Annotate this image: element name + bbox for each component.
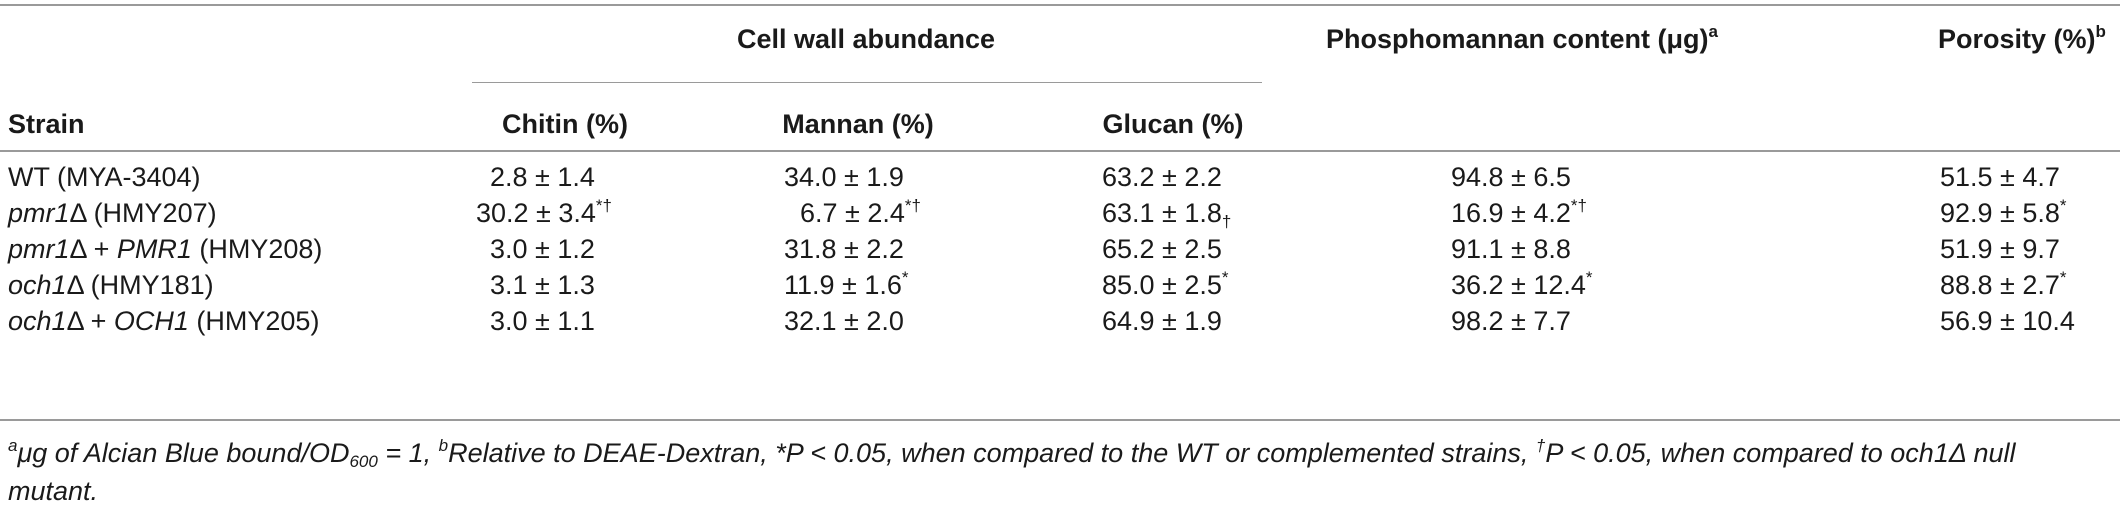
table-bottom-rule <box>0 419 2120 421</box>
header-mannan: Mannan (%) <box>782 109 934 139</box>
cell-wall-group-rule <box>472 82 1262 83</box>
header-chitin: Chitin (%) <box>502 109 628 139</box>
table-row-strain: pmr1Δ + PMR1 (HMY208) <box>8 234 323 264</box>
table-cell-porosity: 51.9 ± 9.7 <box>1940 234 2060 264</box>
table-cell-chitin: 3.1 ± 1.3 <box>490 270 595 300</box>
table-cell-glucan: 65.2 ± 2.5 <box>1102 234 1222 264</box>
table-cell-mannan: 31.8 ± 2.2 <box>784 234 904 264</box>
table-row-strain: WT (MYA-3404) <box>8 162 201 192</box>
header-cell-wall-abundance: Cell wall abundance <box>736 24 996 54</box>
table-cell-glucan: 63.1 ± 1.8† <box>1102 198 1232 231</box>
table-top-rule <box>0 4 2120 6</box>
table-cell-phosphomannan: 36.2 ± 12.4* <box>1451 268 1593 300</box>
table-cell-mannan: 32.1 ± 2.0 <box>784 306 904 336</box>
table-cell-porosity: 88.8 ± 2.7* <box>1940 268 2067 300</box>
table-cell-chitin: 2.8 ± 1.4 <box>490 162 595 192</box>
table-cell-mannan: 11.9 ± 1.6* <box>784 268 909 300</box>
table-cell-chitin: 3.0 ± 1.1 <box>490 306 595 336</box>
header-strain: Strain <box>8 109 85 139</box>
header-glucan: Glucan (%) <box>1102 109 1244 139</box>
table-cell-glucan: 64.9 ± 1.9 <box>1102 306 1222 336</box>
table-cell-phosphomannan: 98.2 ± 7.7 <box>1451 306 1571 336</box>
table-row-strain: och1Δ (HMY181) <box>8 270 214 300</box>
table-cell-phosphomannan: 16.9 ± 4.2*† <box>1451 196 1587 228</box>
table-cell-porosity: 56.9 ± 10.4 <box>1940 306 2075 336</box>
table-cell-mannan: 34.0 ± 1.9 <box>784 162 904 192</box>
table-row-strain: pmr1Δ (HMY207) <box>8 198 217 228</box>
table-cell-porosity: 51.5 ± 4.7 <box>1940 162 2060 192</box>
table-cell-glucan: 85.0 ± 2.5* <box>1102 268 1229 300</box>
table-cell-mannan: 6.7 ± 2.4*† <box>800 196 921 228</box>
table-cell-chitin: 3.0 ± 1.2 <box>490 234 595 264</box>
table-cell-chitin: 30.2 ± 3.4*† <box>476 196 612 228</box>
table-cell-glucan: 63.2 ± 2.2 <box>1102 162 1222 192</box>
table-footnote: aμg of Alcian Blue bound/OD600 = 1, bRel… <box>8 436 2016 506</box>
table-cell-phosphomannan: 94.8 ± 6.5 <box>1451 162 1571 192</box>
header-porosity: Porosity (%)b <box>1938 22 2106 54</box>
header-bottom-rule <box>0 150 2120 152</box>
header-phosphomannan: Phosphomannan content (μg)a <box>1326 22 1718 54</box>
table-cell-porosity: 92.9 ± 5.8* <box>1940 196 2067 228</box>
table-row-strain: och1Δ + OCH1 (HMY205) <box>8 306 320 336</box>
table-cell-phosphomannan: 91.1 ± 8.8 <box>1451 234 1571 264</box>
